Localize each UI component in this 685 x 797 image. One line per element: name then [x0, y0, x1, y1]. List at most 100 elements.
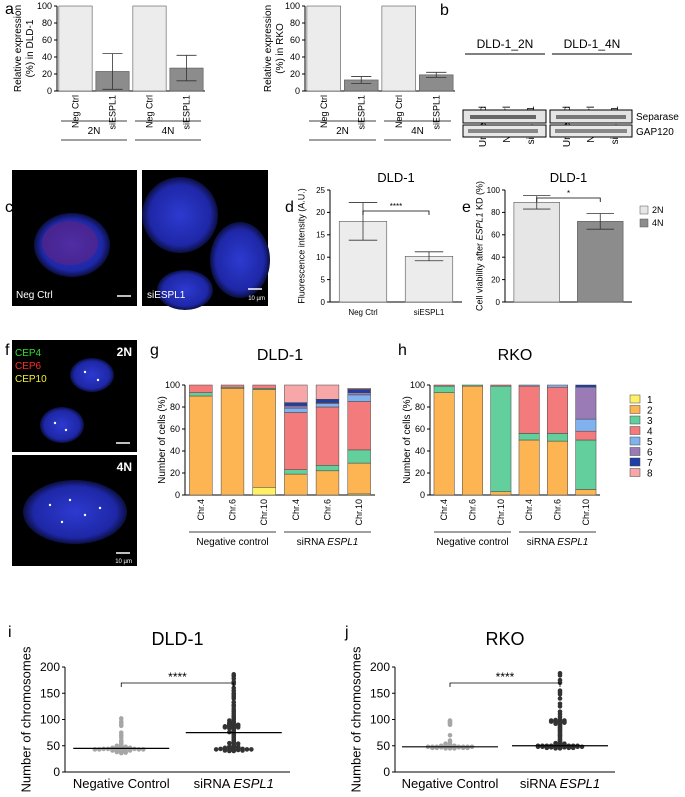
- bar-segment: [315, 406, 340, 466]
- probe-label: CEP4: [15, 348, 42, 359]
- data-point: [222, 725, 228, 730]
- bar-segment: [575, 418, 597, 432]
- chart-title: DLD-1: [257, 347, 303, 364]
- y-axis-label-part: Cell viability after: [475, 241, 485, 312]
- data-point: [218, 746, 223, 752]
- x-tick-label-part: siRNA: [194, 776, 234, 791]
- legend-label: 1: [647, 395, 653, 406]
- bar-segment: [189, 384, 213, 393]
- data-point: [570, 745, 576, 751]
- legend-swatch: [629, 436, 641, 446]
- group-label: 4N: [411, 126, 424, 137]
- significance-label: ****: [168, 670, 187, 684]
- x-tick-label: Chr.10: [581, 499, 591, 526]
- y-tick-label: 100: [410, 380, 425, 390]
- y-tick-label: 150: [370, 686, 390, 700]
- legend-swatch: [629, 468, 641, 477]
- y-tick-label: 40: [290, 52, 300, 62]
- x-tick-label: Chr.4: [439, 499, 449, 521]
- y-axis-label: Number of cells (%): [157, 396, 168, 484]
- bar-segment: [518, 439, 540, 496]
- bar-segment: [220, 388, 245, 496]
- data-point: [127, 748, 133, 753]
- group-label: siRNA ESPL1: [527, 537, 589, 548]
- legend-label: 6: [647, 448, 653, 459]
- y-axis-label-part: (%) in DLD-1: [25, 19, 36, 77]
- bar-segment: [189, 392, 213, 397]
- error-bar: [176, 54, 197, 82]
- significance-label: *: [567, 189, 570, 198]
- bar-segment: [490, 385, 512, 492]
- y-tick-label: 100: [40, 713, 60, 727]
- blot-header: DLD-1_4N: [564, 37, 621, 51]
- group-label-part: 4N: [411, 126, 424, 137]
- data-point: [235, 725, 241, 730]
- significance-bracket: [120, 682, 235, 687]
- x-tick-label: Chr.6: [553, 499, 563, 521]
- group-label-part: ESPL1: [557, 537, 588, 548]
- y-tick-label: 100: [165, 380, 180, 390]
- x-tick-label: Chr.10: [259, 499, 269, 526]
- y-tick-label: 20: [491, 275, 500, 284]
- x-tick-label: siESPL1: [108, 95, 118, 130]
- bar-segment: [547, 384, 568, 388]
- error-bar-line: [176, 54, 197, 82]
- scale-label: 10 µm: [115, 559, 132, 565]
- panel-label: f: [5, 342, 10, 359]
- x-tick-label: Chr.10: [354, 499, 364, 526]
- panel-label: g: [150, 342, 159, 359]
- error-bar: [351, 76, 372, 84]
- data-point: [447, 732, 453, 738]
- panel-label: a: [5, 1, 14, 18]
- legend-swatch: [629, 405, 641, 414]
- data-point: [544, 745, 550, 751]
- data-point: [227, 748, 232, 754]
- y-axis-label: Number of chromosomes: [19, 646, 34, 792]
- group-label-part: Negative control: [196, 537, 268, 548]
- data-point: [231, 696, 237, 701]
- error-bar-line: [426, 71, 447, 78]
- data-point: [231, 676, 237, 681]
- bar-segment: [220, 384, 245, 388]
- legend-label: 2: [647, 406, 653, 417]
- x-tick-label: Chr.10: [496, 499, 506, 526]
- fish-spots: [48, 370, 102, 524]
- bar-segment: [575, 386, 597, 420]
- legend-label: 4N: [652, 218, 664, 228]
- bar-segment: [315, 470, 340, 496]
- bar-segment: [284, 402, 308, 407]
- group-label-part: siRNA: [527, 537, 558, 548]
- bar-segment: [575, 489, 597, 496]
- x-tick-label: Neg Ctrl: [394, 95, 404, 128]
- nucleus: [210, 222, 270, 298]
- y-tick-label: 60: [290, 35, 300, 45]
- bar-segment: [189, 395, 213, 496]
- bar-segment: [347, 462, 371, 495]
- y-axis-label-part: Fluorescence intensity (A.U.): [297, 188, 307, 304]
- legend-swatch: [639, 205, 649, 215]
- bar-segment: [347, 449, 371, 464]
- group-label: 2N: [336, 126, 349, 137]
- y-tick-label: 100: [37, 1, 52, 11]
- bar-segment: [462, 384, 483, 387]
- micrograph-panel: c Neg Ctrl siESPL1 10 µm: [5, 170, 270, 310]
- image-label: Neg Ctrl: [16, 290, 53, 301]
- data-point: [240, 748, 245, 753]
- bar-segment: [575, 384, 597, 388]
- y-tick-label: 20: [42, 69, 52, 79]
- legend-label: 2N: [652, 205, 664, 215]
- y-axis-label-part: Relative expression: [13, 5, 24, 92]
- lane-label: Neg Ctrl: [502, 106, 513, 143]
- lane-label: Neg Ctrl: [586, 106, 597, 143]
- blot-panel: b DLD-1_2N DLD-1_4N Untreaed Neg Ctrl si…: [440, 2, 679, 147]
- y-tick-label: 80: [491, 208, 500, 217]
- y-tick-label: 0: [295, 86, 300, 96]
- bar-segment: [315, 465, 340, 472]
- y-tick-label: 0: [420, 490, 425, 500]
- x-tick-label: Chr.6: [468, 499, 478, 521]
- group-label: Negative control: [196, 537, 268, 548]
- y-tick-label: 0: [383, 765, 390, 779]
- bar-segment: [347, 401, 371, 451]
- blot-header: DLD-1_2N: [477, 37, 534, 51]
